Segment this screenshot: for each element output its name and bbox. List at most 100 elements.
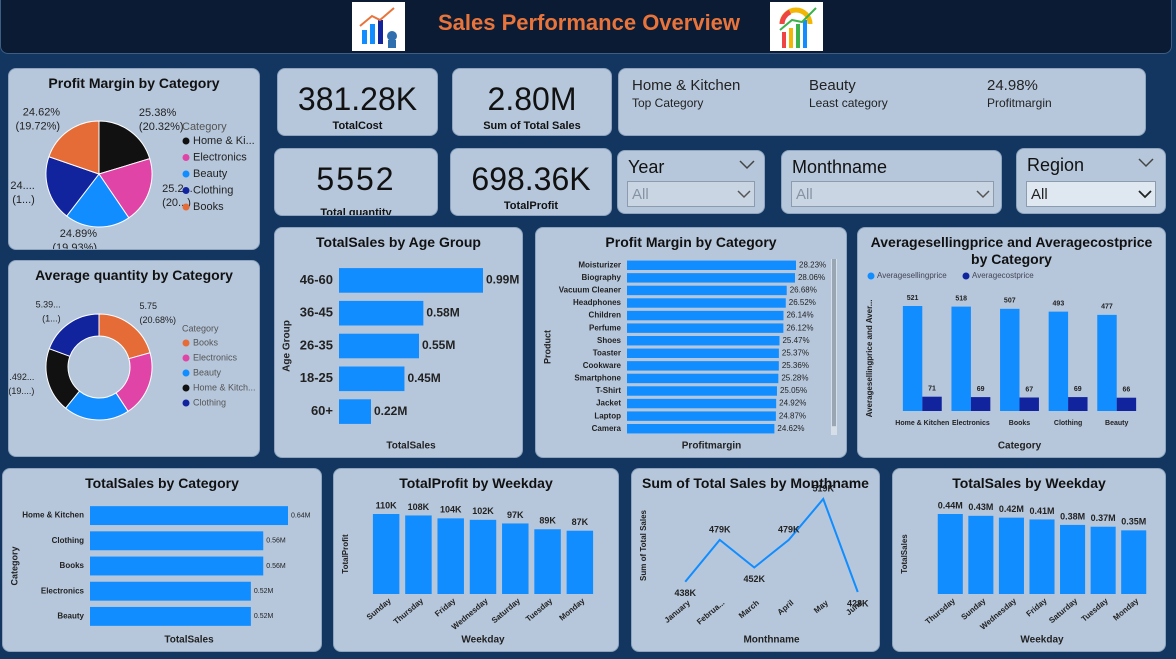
y-axis-title: Product bbox=[542, 330, 552, 364]
data-label: 69 bbox=[977, 386, 985, 393]
x-tick-label: Books bbox=[1009, 420, 1031, 427]
slicer[interactable]: Region All bbox=[1016, 148, 1166, 214]
bar bbox=[502, 523, 529, 594]
header-icon bbox=[352, 2, 405, 51]
y-tick-label: T-Shirt bbox=[596, 386, 622, 395]
info-value: Home & Kitchen bbox=[632, 77, 741, 94]
data-label: 71 bbox=[928, 386, 936, 393]
data-label: 0.99M bbox=[486, 273, 519, 287]
legend-marker bbox=[182, 384, 190, 392]
bar bbox=[1060, 524, 1086, 594]
x-tick-label: Tuesday bbox=[1080, 596, 1111, 624]
data-label: 66 bbox=[1123, 387, 1131, 394]
x-tick-label: March bbox=[737, 598, 761, 620]
y-tick-label: Smartphone bbox=[574, 374, 621, 383]
bar bbox=[1048, 311, 1069, 411]
slicer[interactable]: Monthname All bbox=[781, 150, 1002, 214]
bar bbox=[627, 348, 779, 358]
slicer-dropdown[interactable]: All bbox=[1026, 181, 1156, 207]
data-label: 438K bbox=[674, 588, 696, 598]
data-label: 519K bbox=[812, 483, 834, 493]
x-axis-title: Monthname bbox=[743, 635, 800, 646]
share-label: (1...) bbox=[12, 194, 35, 206]
y-tick-label: 36-45 bbox=[300, 305, 333, 320]
legend-label: Beauty bbox=[193, 168, 228, 180]
data-label: 0.44M bbox=[938, 500, 963, 510]
slicer-dropdown[interactable]: All bbox=[627, 181, 755, 207]
x-tick-label: Friday bbox=[1024, 596, 1049, 619]
chart-title: Average quantity by Category bbox=[35, 267, 233, 283]
y-tick-label: Home & Kitchen bbox=[22, 511, 84, 520]
chart-panel: TotalSales by Weekday 0.44M Thursday 0.43M S… bbox=[892, 468, 1166, 652]
bar bbox=[90, 556, 264, 576]
legend-label: Books bbox=[193, 201, 224, 213]
legend-label: Electronics bbox=[193, 151, 247, 163]
y-axis-title: TotalProfit bbox=[341, 534, 350, 574]
info-label: Profitmargin bbox=[987, 96, 1052, 110]
legend-marker bbox=[867, 272, 875, 280]
x-axis-title: TotalSales bbox=[386, 441, 436, 452]
bar bbox=[339, 399, 371, 424]
slicer-dropdown[interactable]: All bbox=[791, 181, 994, 207]
header-icon bbox=[770, 2, 823, 51]
data-label: 67 bbox=[1025, 386, 1033, 393]
slice bbox=[98, 158, 153, 219]
data-label: 0.52M bbox=[254, 588, 274, 595]
slice bbox=[45, 156, 100, 217]
chart-title: Profit Margin by Category bbox=[48, 75, 220, 91]
data-label: 0.45M bbox=[407, 371, 440, 385]
data-label: 477 bbox=[1101, 304, 1113, 311]
slicer-title: Region bbox=[1027, 155, 1085, 175]
info-value: 24.98% bbox=[987, 77, 1038, 94]
bar bbox=[339, 300, 424, 326]
data-label: 0.52M bbox=[254, 613, 274, 620]
x-tick-label: Sunday bbox=[365, 596, 393, 622]
slice bbox=[98, 120, 151, 175]
data-label: 24.62% bbox=[23, 106, 61, 118]
chart-panel: TotalSales by Category Home & Kitchen 0.64… bbox=[2, 468, 322, 652]
chart-panel: TotalProfit by Weekday 110K Sunday 108K Thur… bbox=[333, 468, 619, 652]
x-tick-label: Monday bbox=[1111, 596, 1140, 623]
legend-marker bbox=[182, 399, 190, 407]
data-label: 102K bbox=[472, 506, 494, 516]
bar bbox=[339, 333, 419, 359]
data-label: 26.52% bbox=[789, 298, 816, 307]
legend-label: Averagesellingprice bbox=[877, 271, 947, 280]
kpi-card: 5552 Total quantity bbox=[274, 148, 438, 216]
slicer[interactable]: Year All bbox=[617, 150, 765, 214]
legend-label: Clothing bbox=[193, 184, 233, 196]
y-tick-label: Books bbox=[60, 561, 85, 570]
chevron[interactable] bbox=[1137, 157, 1155, 169]
x-tick-label: Friday bbox=[433, 596, 458, 619]
legend-marker bbox=[182, 187, 190, 194]
x-tick-label: May bbox=[812, 598, 830, 615]
kpi-card: 381.28K TotalCost bbox=[277, 68, 438, 136]
kpi-card: 698.36K TotalProfit bbox=[450, 148, 612, 216]
data-label: 24.62% bbox=[777, 424, 804, 433]
bar bbox=[1121, 530, 1147, 594]
y-tick-label: Perfume bbox=[589, 323, 622, 332]
data-label: 0.35M bbox=[1121, 517, 1146, 527]
bar bbox=[1019, 397, 1039, 411]
chart-title: TotalProfit by Weekday bbox=[399, 475, 553, 491]
bar bbox=[627, 398, 777, 409]
data-label: 0.56M bbox=[266, 563, 286, 570]
y-axis-title: Sum of Total Sales bbox=[639, 509, 648, 581]
legend-label: Averagecostprice bbox=[972, 271, 1034, 280]
chart-plot: 46-60 0.99M 36-45 0.58M 26-35 0.55M 18-25 0.45M… bbox=[282, 268, 519, 452]
share-label: (20.68%) bbox=[140, 315, 177, 325]
chart-plot: 5.75 (20.68%) 5.492... (19....) 5.39... (1...… bbox=[9, 299, 256, 421]
data-label: 0.55M bbox=[422, 338, 455, 352]
data-label: 108K bbox=[408, 502, 430, 512]
bar bbox=[627, 336, 780, 346]
kpi-label: TotalCost bbox=[332, 120, 383, 132]
chart-plot: Averagesellingprice 521 518 507 493 477 Averag… bbox=[865, 271, 1137, 452]
x-tick-label: Saturday bbox=[490, 596, 522, 625]
chart-plot: Moisturizer 28.23% Biography 28.06% Vacuum C… bbox=[542, 259, 837, 452]
chart-title: Profit Margin by Category bbox=[605, 234, 777, 250]
chevron[interactable] bbox=[738, 159, 756, 171]
x-tick-label: Clothing bbox=[1054, 420, 1082, 427]
bar bbox=[627, 285, 787, 296]
